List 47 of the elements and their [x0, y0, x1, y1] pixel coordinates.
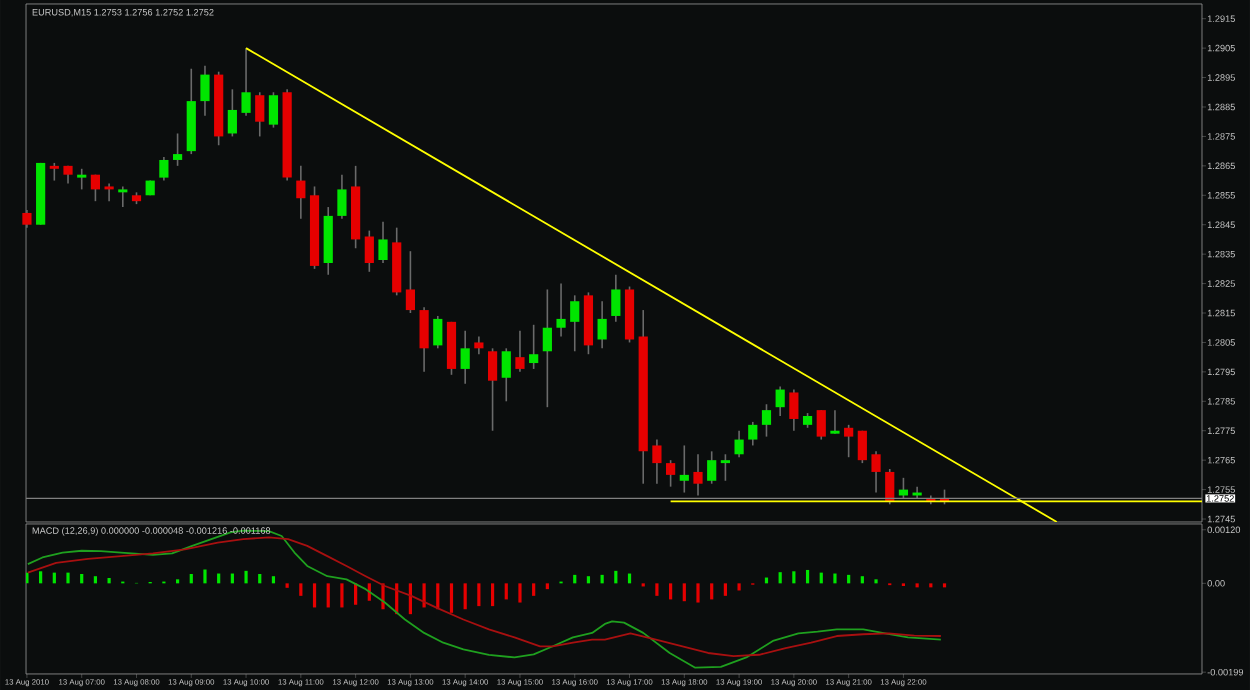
candlestick — [666, 459, 676, 488]
candlestick — [90, 173, 101, 202]
candlestick — [556, 282, 566, 338]
candlestick — [159, 156, 169, 182]
candlestick — [77, 168, 87, 191]
candlestick — [227, 88, 237, 138]
candlestick — [761, 403, 772, 438]
candlestick — [323, 206, 333, 276]
candlestick — [446, 321, 457, 376]
candlestick — [611, 273, 621, 323]
candlestick — [515, 329, 525, 373]
candlestick — [857, 429, 867, 464]
candlestick — [419, 306, 429, 373]
candlestick — [570, 294, 580, 353]
candlestick — [542, 288, 552, 408]
candlestick — [337, 173, 347, 220]
candlestick — [830, 409, 840, 435]
candlestick — [734, 429, 744, 459]
candlestick — [405, 250, 415, 314]
candlestick — [707, 450, 717, 485]
candlestick — [693, 453, 703, 497]
candlestick — [885, 468, 895, 506]
candlestick — [200, 64, 210, 117]
candlestick — [789, 388, 799, 432]
candlestick — [720, 453, 730, 482]
candlestick — [296, 165, 306, 220]
candlestick — [268, 91, 279, 129]
candlestick — [378, 220, 388, 264]
candlestick — [748, 421, 758, 447]
candlestick — [679, 444, 689, 494]
candlestick — [104, 182, 114, 202]
candlestick — [597, 300, 607, 350]
candlestick — [118, 185, 128, 208]
candlestick — [652, 438, 662, 485]
candlestick — [241, 47, 251, 117]
candlestick — [529, 323, 539, 370]
candlestick — [816, 409, 826, 441]
candlestick — [433, 315, 443, 350]
candlestick — [501, 347, 511, 403]
candlestick — [871, 450, 881, 494]
candlestick — [364, 229, 374, 273]
candlestick — [775, 385, 785, 417]
candlestick — [844, 424, 854, 459]
candlestick — [460, 329, 470, 385]
candlestick — [172, 132, 183, 167]
candlestick — [487, 347, 498, 432]
candlestick — [255, 91, 265, 138]
